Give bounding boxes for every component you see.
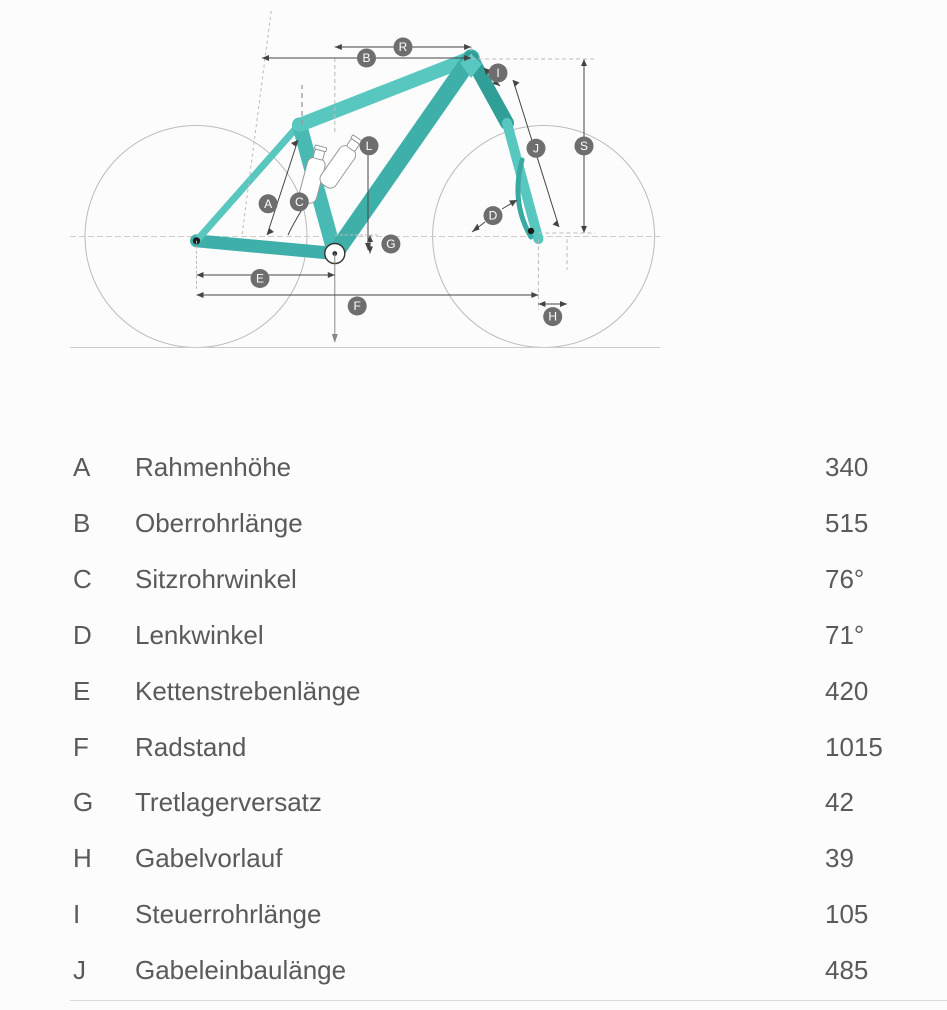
svg-text:E: E [256, 272, 264, 286]
svg-text:R: R [399, 40, 408, 54]
svg-text:B: B [362, 51, 370, 65]
svg-text:F: F [354, 299, 361, 313]
svg-text:J: J [533, 141, 539, 155]
svg-text:D: D [489, 209, 498, 223]
svg-text:A: A [264, 197, 272, 211]
svg-text:S: S [580, 139, 588, 153]
svg-text:L: L [366, 139, 373, 153]
svg-text:I: I [496, 66, 499, 80]
svg-text:G: G [386, 237, 395, 251]
svg-text:C: C [295, 195, 304, 209]
svg-text:H: H [548, 310, 557, 324]
